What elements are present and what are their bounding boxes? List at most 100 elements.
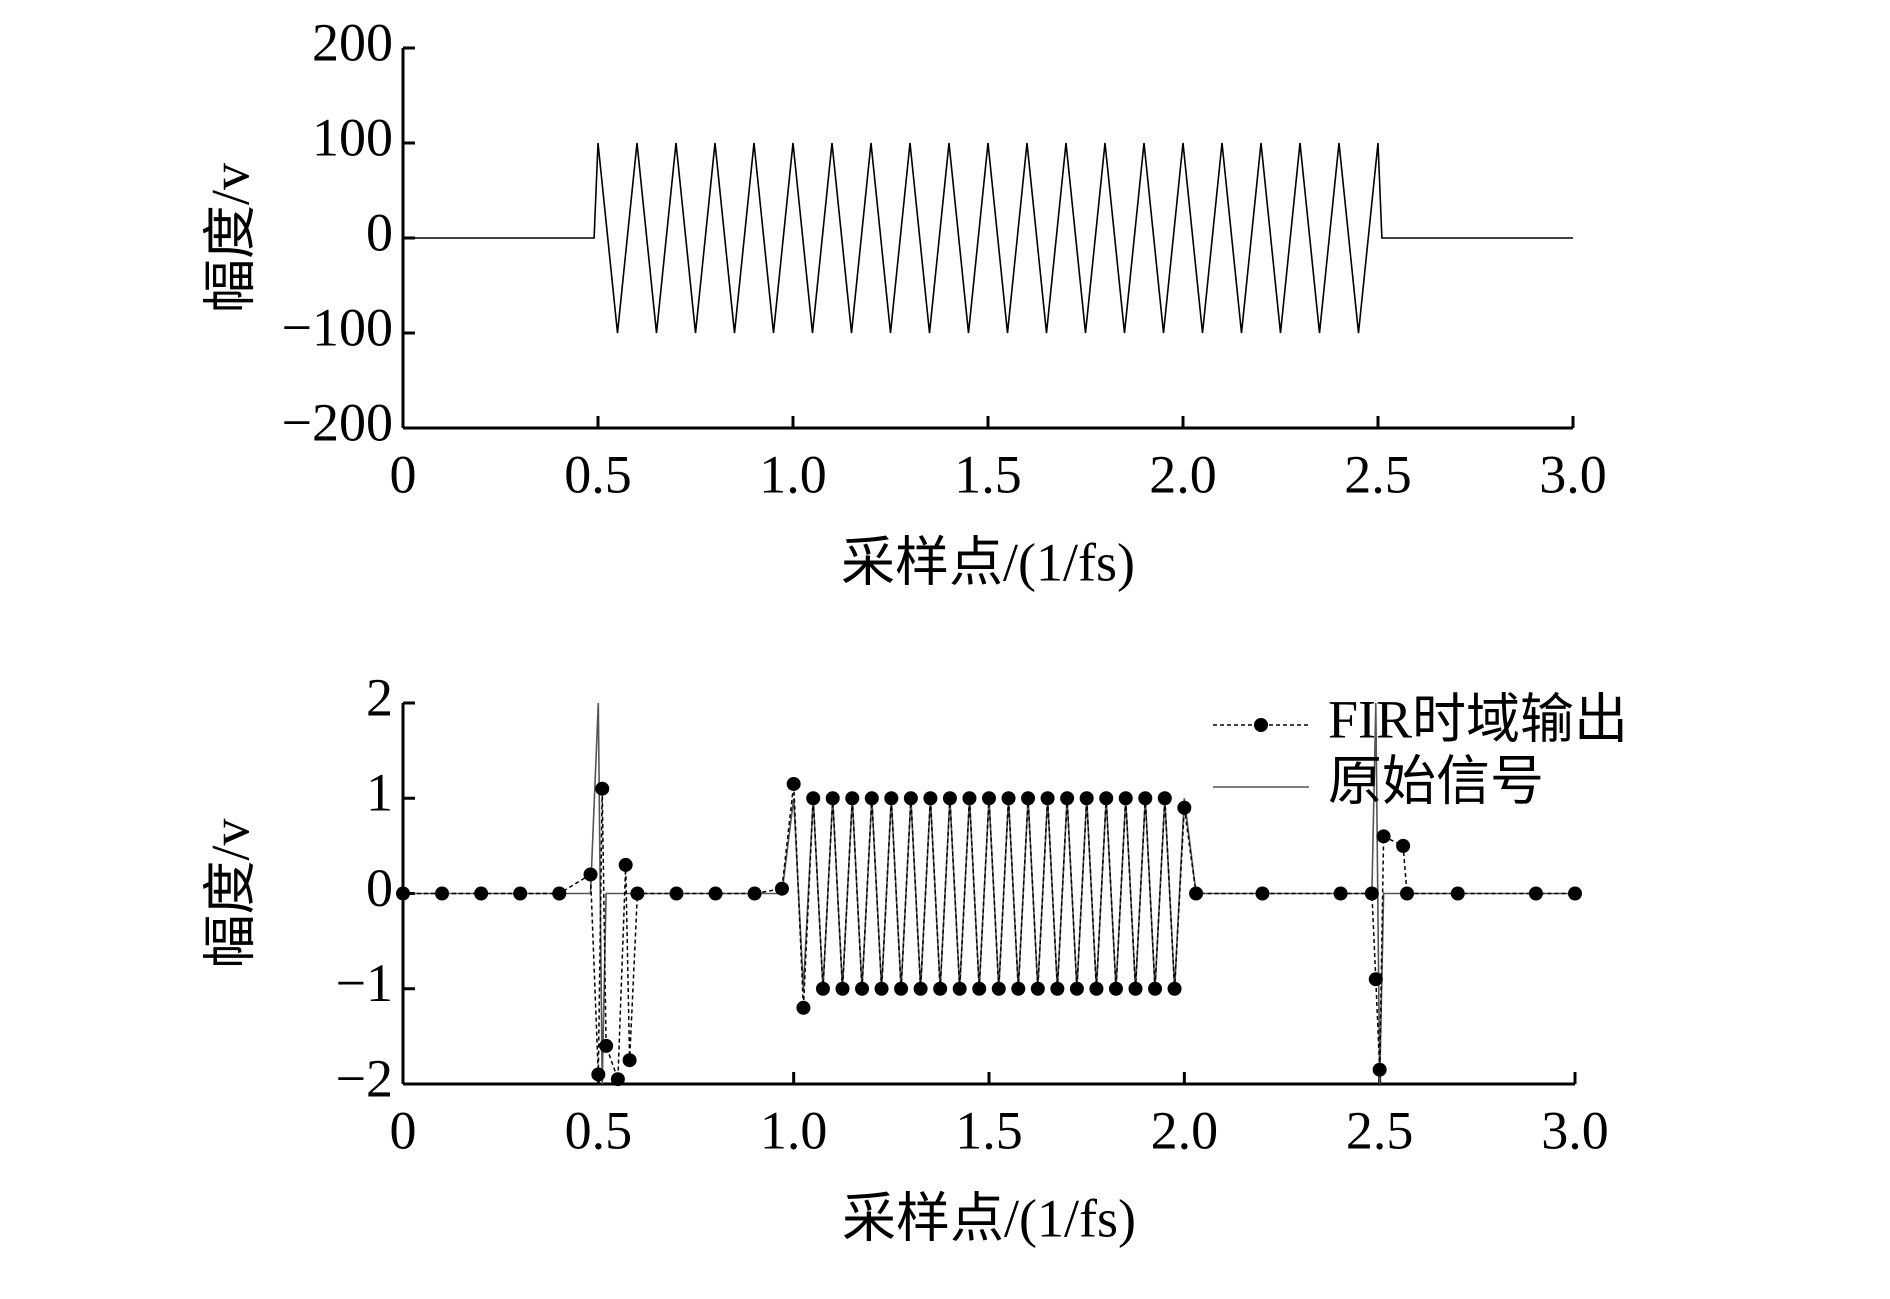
data-point [599, 1038, 614, 1053]
data-point [1099, 791, 1114, 806]
data-point [1030, 981, 1045, 996]
data-point [1089, 981, 1104, 996]
y-axis-label: 幅度/v [200, 818, 260, 968]
data-point [1138, 791, 1153, 806]
data-point [923, 791, 938, 806]
data-point [552, 886, 567, 901]
data-point [396, 886, 410, 901]
data-point [591, 1067, 606, 1082]
y-tick-label: 100 [312, 107, 393, 167]
data-point [1118, 791, 1133, 806]
data-point [1255, 886, 1270, 901]
legend-marker [1254, 718, 1268, 732]
data-point [1128, 981, 1143, 996]
x-tick-label: 3.0 [1541, 1100, 1609, 1160]
x-tick-label: 1.5 [954, 444, 1022, 504]
x-tick-label: 0 [390, 444, 417, 504]
x-tick-label: 2.0 [1149, 444, 1217, 504]
data-point [1450, 886, 1465, 901]
data-point [796, 1000, 811, 1015]
data-point [1528, 886, 1543, 901]
x-tick-label: 1.5 [955, 1100, 1023, 1160]
data-point [708, 886, 723, 901]
y-tick-label: 0 [366, 202, 393, 262]
x-tick-label: 1.0 [760, 1100, 828, 1160]
data-point [618, 857, 633, 872]
data-point [825, 791, 840, 806]
y-tick-label: 1 [366, 763, 393, 823]
data-point [962, 791, 977, 806]
data-point [942, 791, 957, 806]
series-line [403, 783, 1575, 1080]
data-point [1011, 981, 1026, 996]
legend-label: 原始信号 [1328, 751, 1544, 811]
data-point [874, 981, 889, 996]
data-point [855, 981, 870, 996]
x-tick-label: 3.0 [1539, 444, 1607, 504]
data-point [1167, 981, 1182, 996]
x-tick-label: 2.0 [1151, 1100, 1219, 1160]
data-point [884, 791, 899, 806]
data-point [669, 886, 684, 901]
data-point [1376, 829, 1391, 844]
x-tick-label: 0 [390, 1100, 417, 1160]
data-point [815, 981, 830, 996]
x-tick-label: 2.5 [1344, 444, 1412, 504]
data-point [1108, 981, 1123, 996]
data-point [630, 886, 645, 901]
y-tick-label: −1 [336, 953, 393, 1013]
data-point [952, 981, 967, 996]
data-point [1396, 838, 1411, 853]
y-tick-label: 200 [312, 12, 393, 72]
x-tick-label: 2.5 [1346, 1100, 1414, 1160]
data-point [513, 886, 528, 901]
data-point [903, 791, 918, 806]
data-point [845, 791, 860, 806]
data-point [1333, 886, 1348, 901]
data-point [1040, 791, 1055, 806]
y-tick-label: −200 [282, 392, 393, 452]
data-point [864, 791, 879, 806]
x-axis-label: 采样点/(1/fs) [841, 532, 1135, 592]
data-point [595, 781, 610, 796]
data-point [1157, 791, 1172, 806]
data-point [933, 981, 948, 996]
data-point [1050, 981, 1065, 996]
data-point [1001, 791, 1016, 806]
data-point [583, 867, 598, 882]
data-point [894, 981, 909, 996]
data-point [474, 886, 489, 901]
data-point [1060, 791, 1075, 806]
data-point [806, 791, 821, 806]
data-point [1148, 981, 1163, 996]
y-tick-label: 2 [366, 667, 393, 727]
data-point [913, 981, 928, 996]
data-point [786, 776, 801, 791]
data-point [972, 981, 987, 996]
data-point [1189, 886, 1204, 901]
x-axis-label: 采样点/(1/fs) [842, 1188, 1136, 1248]
data-point [835, 981, 850, 996]
data-point [747, 886, 762, 901]
y-axis-label: 幅度/v [200, 163, 260, 313]
y-tick-label: −2 [336, 1048, 393, 1108]
data-point [622, 1053, 637, 1068]
data-point [1400, 886, 1415, 901]
data-point [1368, 972, 1383, 987]
data-point [982, 791, 996, 806]
data-point [1568, 886, 1582, 901]
data-point [610, 1072, 625, 1087]
x-tick-label: 0.5 [564, 444, 632, 504]
x-tick-label: 0.5 [565, 1100, 633, 1160]
data-point [435, 886, 450, 901]
data-point [1364, 886, 1379, 901]
legend-label: FIR时域输出 [1328, 689, 1628, 749]
y-tick-label: 0 [366, 858, 393, 918]
data-point [1177, 800, 1192, 815]
x-tick-label: 1.0 [759, 444, 827, 504]
data-point [1372, 1062, 1387, 1077]
data-point [774, 881, 789, 896]
y-tick-label: −100 [282, 297, 393, 357]
series-line [403, 142, 1573, 334]
